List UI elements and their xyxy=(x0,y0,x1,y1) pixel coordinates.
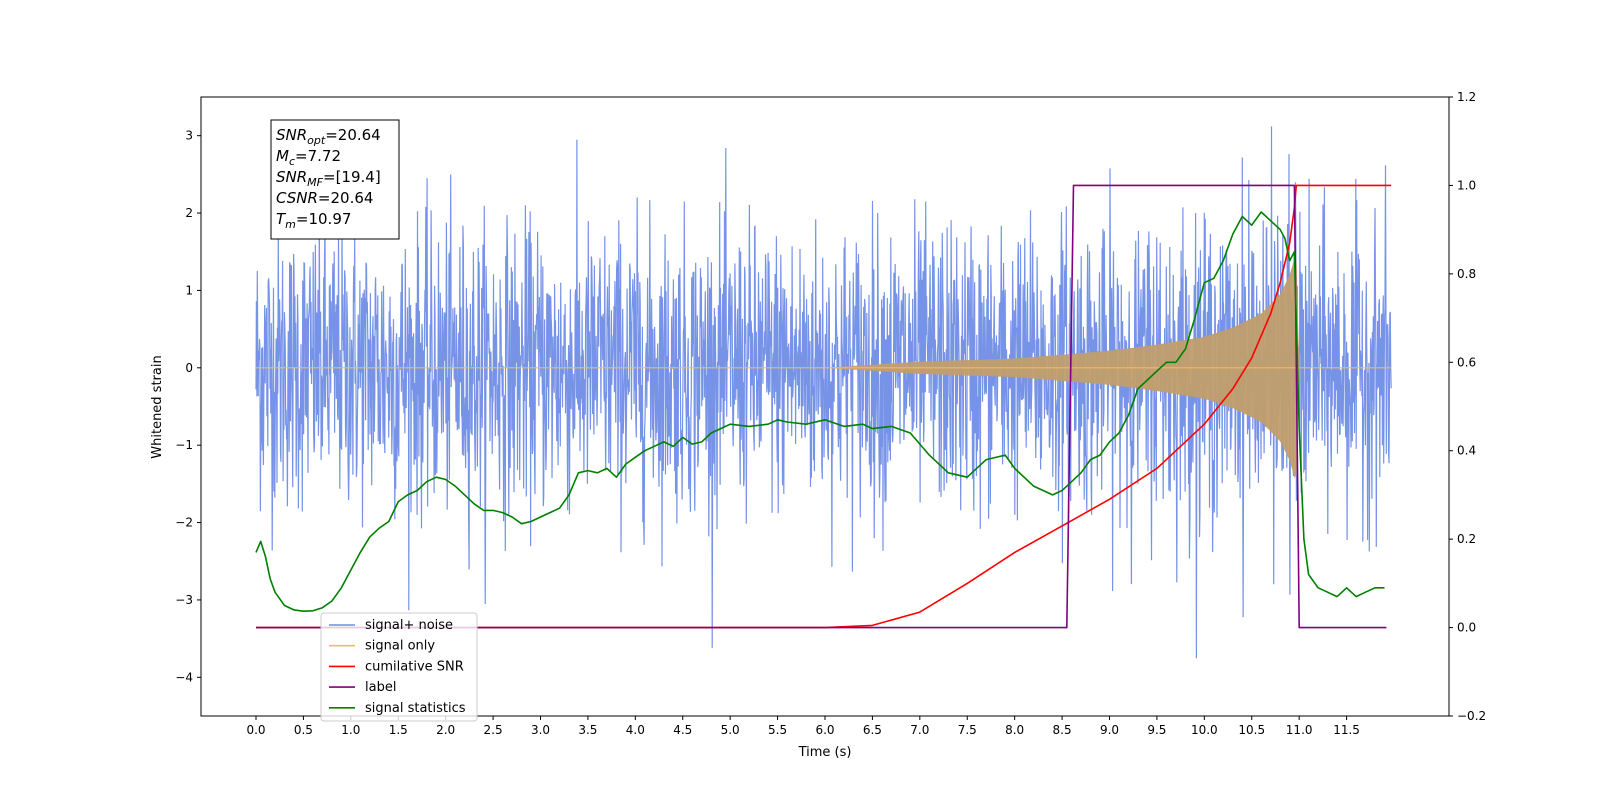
annotation-frame xyxy=(270,119,400,240)
x-tick-label: 4.0 xyxy=(626,723,645,737)
x-tick-label: 1.5 xyxy=(389,723,408,737)
y-left-tick-label: −3 xyxy=(175,593,193,607)
annotation-box: SNRopt=20.64Mc=7.72SNRMF=[19.4]CSNR=20.6… xyxy=(270,119,400,240)
annotation-line: CSNR=20.64 xyxy=(276,189,373,207)
legend-label: label xyxy=(365,680,396,695)
y-axis-right-ticks: 1.2 1.0 0.8 0.6 0.4 0.2 0.0 −0.2 xyxy=(1449,90,1486,723)
x-tick-label: 3.5 xyxy=(578,723,597,737)
x-tick-label: 0.5 xyxy=(294,723,313,737)
y-left-tick-label: 1 xyxy=(185,283,193,297)
x-tick-label: 1.0 xyxy=(341,723,360,737)
legend-label: signal+ noise xyxy=(365,618,453,633)
annotation-line: Tm=10.97 xyxy=(276,210,351,231)
series-label xyxy=(256,184,1387,629)
y-right-tick-label: 0.0 xyxy=(1457,621,1476,635)
legend-label: cumilative SNR xyxy=(365,659,464,674)
x-tick-label: 10.0 xyxy=(1191,723,1218,737)
x-tick-label: 8.5 xyxy=(1053,723,1072,737)
y-right-tick-label: 0.8 xyxy=(1457,267,1476,281)
annotation-line: SNRMF=[19.4] xyxy=(276,168,381,189)
x-axis-ticks: 0.0 0.5 1.0 1.5 2.0 2.5 3.0 3.5 4.0 4.5 5.0 5.5 6.0 6… xyxy=(246,716,1360,737)
x-tick-label: 5.0 xyxy=(721,723,740,737)
x-tick-label: 6.5 xyxy=(863,723,882,737)
x-tick-label: 4.5 xyxy=(673,723,692,737)
x-tick-label: 6.0 xyxy=(815,723,834,737)
x-tick-label: 0.0 xyxy=(246,723,265,737)
y-right-tick-label: 0.4 xyxy=(1457,444,1476,458)
x-axis-label: Time (s) xyxy=(798,745,852,760)
series-signal-statistics xyxy=(255,211,1385,612)
y-right-tick-label: 1.2 xyxy=(1457,90,1476,104)
legend-frame xyxy=(320,612,478,722)
x-tick-label: 2.0 xyxy=(436,723,455,737)
data-layer xyxy=(255,126,1392,659)
legend-label: signal only xyxy=(365,639,435,654)
x-tick-label: 5.5 xyxy=(768,723,787,737)
x-tick-label: 3.0 xyxy=(531,723,550,737)
x-tick-label: 7.0 xyxy=(910,723,929,737)
x-tick-label: 11.0 xyxy=(1286,723,1313,737)
x-tick-label: 8.0 xyxy=(1005,723,1024,737)
y-left-tick-label: 3 xyxy=(185,129,193,143)
legend: signal+ noise signal only cumilative SNR la… xyxy=(320,612,478,722)
y-right-tick-label: 0.6 xyxy=(1457,355,1476,369)
x-tick-label: 7.5 xyxy=(958,723,977,737)
x-tick-label: 9.5 xyxy=(1147,723,1166,737)
y-right-tick-label: 1.0 xyxy=(1457,178,1476,192)
x-tick-label: 11.5 xyxy=(1333,723,1360,737)
legend-label: signal statistics xyxy=(365,701,466,716)
y-axis-left-label: Whitened strain xyxy=(150,355,165,458)
x-tick-label: 2.5 xyxy=(484,723,503,737)
y-left-tick-label: −2 xyxy=(175,516,193,530)
y-right-tick-label: 0.2 xyxy=(1457,532,1476,546)
x-tick-label: 10.5 xyxy=(1238,723,1265,737)
annotation-line: SNRopt=20.64 xyxy=(276,126,381,147)
y-left-tick-label: −1 xyxy=(175,438,193,452)
y-left-tick-label: −4 xyxy=(175,670,193,684)
y-axis-left-ticks: 3 2 1 0 −1 −2 −3 −4 xyxy=(175,129,201,684)
y-left-tick-label: 0 xyxy=(185,361,193,375)
y-left-tick-label: 2 xyxy=(185,206,193,220)
annotation-line: Mc=7.72 xyxy=(276,147,341,168)
x-tick-label: 9.0 xyxy=(1100,723,1119,737)
y-right-tick-label: −0.2 xyxy=(1457,709,1486,723)
